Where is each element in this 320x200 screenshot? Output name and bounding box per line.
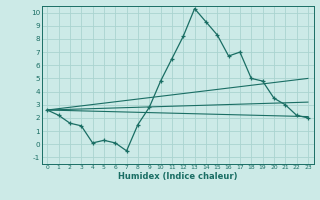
X-axis label: Humidex (Indice chaleur): Humidex (Indice chaleur): [118, 172, 237, 181]
